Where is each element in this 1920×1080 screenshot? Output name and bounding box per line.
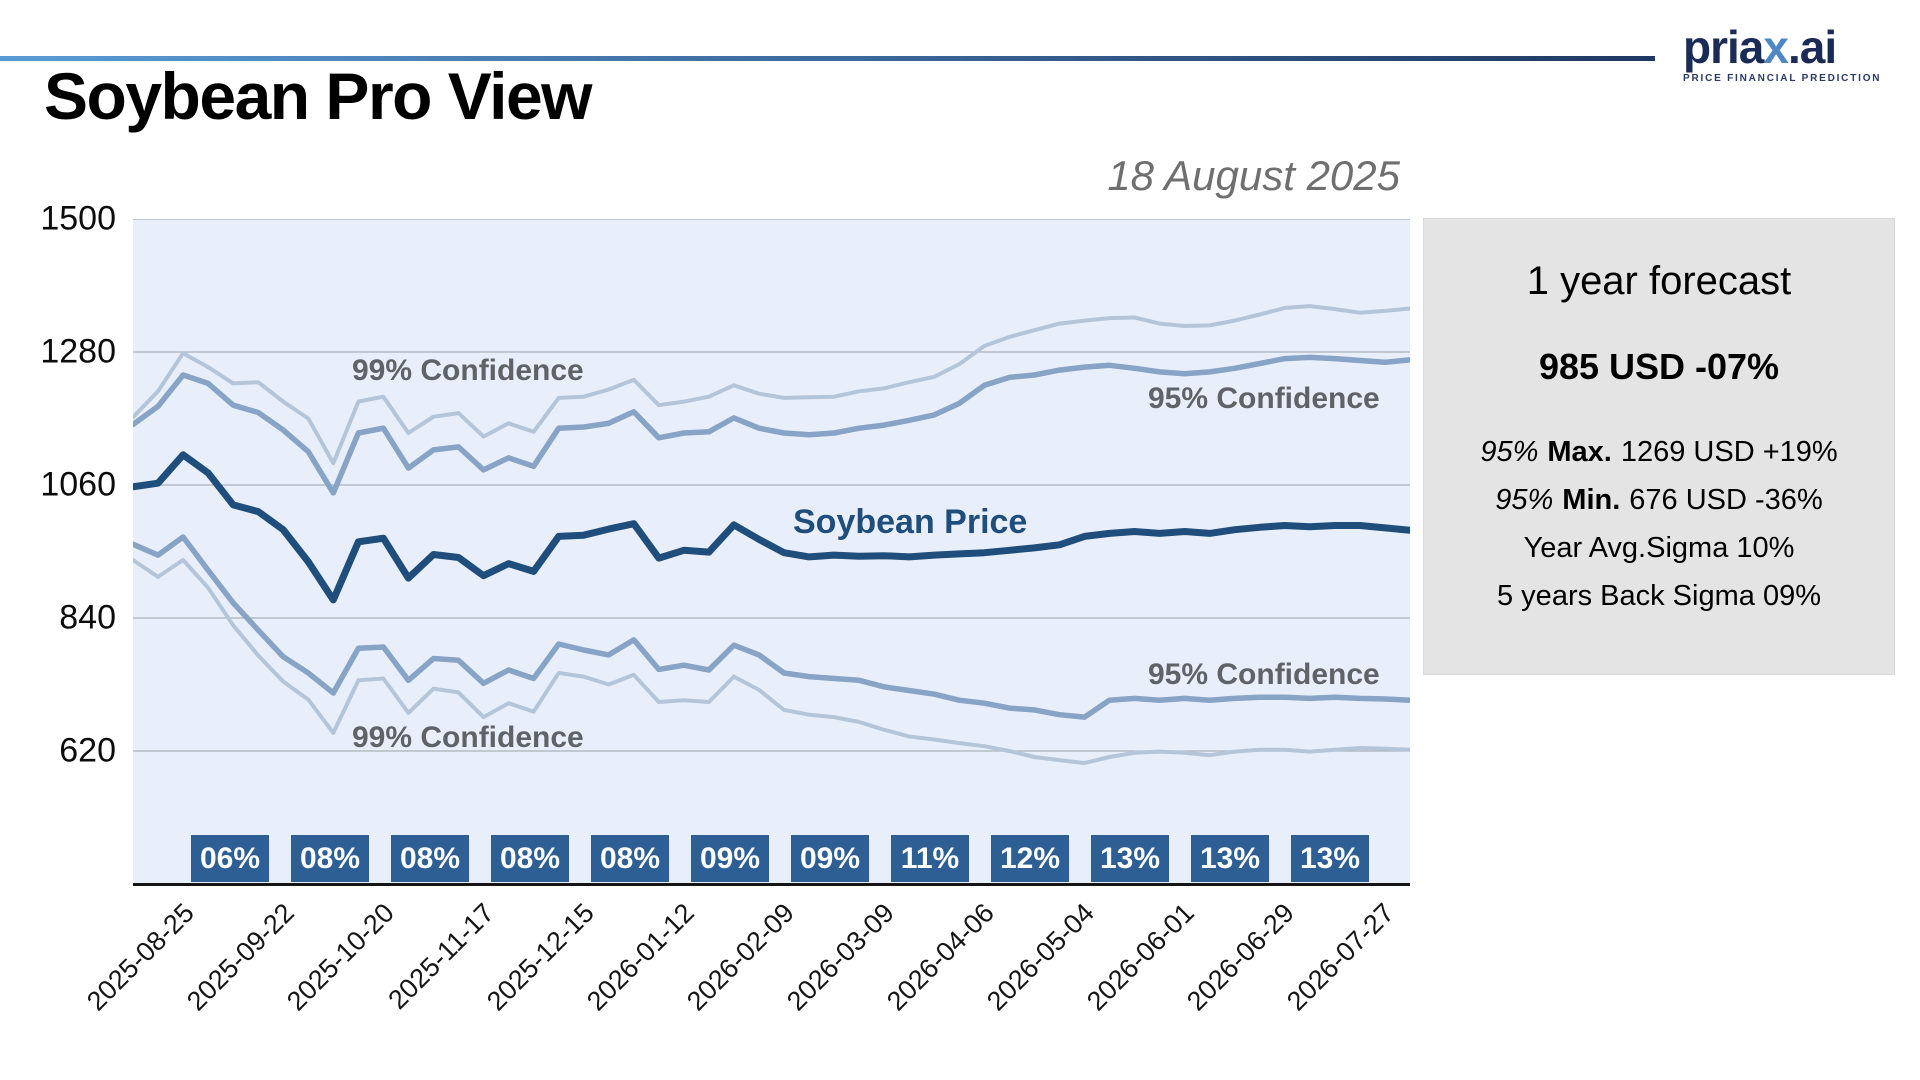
annotation-lower99-label: 99% Confidence bbox=[352, 721, 584, 754]
x-tick-label: 2026-07-27 bbox=[1280, 897, 1400, 1017]
sigma-badge: 11% bbox=[891, 835, 969, 882]
panel-row-back-sigma: 5 years Back Sigma 09% bbox=[1424, 572, 1894, 620]
series-line-upper95 bbox=[133, 354, 1410, 496]
brand-logo: priax.ai PRICE FINANCIAL PREDICTION bbox=[1683, 24, 1903, 84]
x-tick-label: 2025-10-20 bbox=[280, 897, 400, 1017]
brand-tagline: PRICE FINANCIAL PREDICTION bbox=[1683, 73, 1882, 84]
page-title: Soybean Pro View bbox=[44, 59, 593, 133]
sigma-badge: 09% bbox=[791, 835, 869, 882]
panel-rows: 95% Max. 1269 USD +19% 95% Min. 676 USD -36%… bbox=[1424, 428, 1894, 620]
row-value: 676 USD -36% bbox=[1629, 484, 1823, 516]
annotation-price-label: Soybean Price bbox=[793, 503, 1028, 541]
sigma-badge: 09% bbox=[691, 835, 769, 882]
brand-name-accent: x bbox=[1763, 21, 1789, 73]
x-tick-label: 2026-06-01 bbox=[1080, 897, 1200, 1017]
annotation-upper95-label: 95% Confidence bbox=[1148, 382, 1380, 415]
y-tick-label: 1500 bbox=[40, 199, 116, 238]
panel-row-year-sigma: Year Avg.Sigma 10% bbox=[1424, 524, 1894, 572]
x-tick-label: 2025-09-22 bbox=[180, 897, 300, 1017]
y-tick-label: 1060 bbox=[40, 465, 116, 504]
series-line-lower99 bbox=[133, 558, 1410, 766]
panel-row-min: 95% Min. 676 USD -36% bbox=[1424, 476, 1894, 524]
row-label: Min. bbox=[1562, 484, 1621, 516]
series-line-price bbox=[133, 451, 1410, 604]
row-value: Year Avg.Sigma 10% bbox=[1523, 532, 1795, 564]
chart-plot-area: 06% 08% 08% 08% 08% 09% 09% 11% 12% 13% 13% 13% bbox=[133, 219, 1410, 886]
sigma-badge: 13% bbox=[1191, 835, 1269, 882]
brand-name-prefix: pria bbox=[1683, 21, 1764, 73]
y-tick-label: 840 bbox=[59, 598, 116, 637]
brand-name: priax.ai bbox=[1683, 24, 1903, 70]
sigma-badge: 08% bbox=[491, 835, 569, 882]
sigma-badge: 13% bbox=[1091, 835, 1169, 882]
forecast-panel: 1 year forecast 985 USD -07% 95% Max. 1269… bbox=[1423, 218, 1895, 675]
x-tick-label: 2026-05-04 bbox=[980, 897, 1100, 1017]
x-tick-label: 2026-03-09 bbox=[780, 897, 900, 1017]
x-tick-label: 2026-02-09 bbox=[680, 897, 800, 1017]
chart-canvas bbox=[133, 219, 1410, 766]
sigma-badge: 13% bbox=[1291, 835, 1369, 882]
sigma-badge: 12% bbox=[991, 835, 1069, 882]
y-tick-label: 620 bbox=[59, 731, 116, 770]
y-tick-label: 1280 bbox=[40, 332, 116, 371]
confidence-level: 95% bbox=[1480, 436, 1539, 468]
x-tick-label: 2026-01-12 bbox=[580, 897, 700, 1017]
x-tick-label: 2025-11-17 bbox=[382, 897, 500, 1016]
series-line-upper99 bbox=[133, 304, 1410, 466]
panel-row-max: 95% Max. 1269 USD +19% bbox=[1424, 428, 1894, 476]
x-tick-label: 2026-04-06 bbox=[880, 897, 1000, 1017]
header-rule bbox=[0, 56, 1655, 61]
confidence-level: 95% bbox=[1495, 484, 1554, 516]
sigma-badge: 08% bbox=[291, 835, 369, 882]
x-tick-label: 2025-12-15 bbox=[480, 897, 600, 1017]
panel-forecast-value: 985 USD -07% bbox=[1538, 346, 1780, 387]
x-tick-label: 2026-06-29 bbox=[1180, 897, 1300, 1017]
row-value: 1269 USD +19% bbox=[1620, 436, 1838, 468]
annotation-upper99-label: 99% Confidence bbox=[352, 354, 584, 387]
sigma-badge: 08% bbox=[391, 835, 469, 882]
panel-title: 1 year forecast bbox=[1526, 259, 1792, 303]
sigma-badge: 06% bbox=[191, 835, 269, 882]
row-label: Max. bbox=[1547, 436, 1612, 468]
row-value: 5 years Back Sigma 09% bbox=[1497, 580, 1821, 612]
x-tick-label: 2025-08-25 bbox=[80, 897, 200, 1017]
brand-name-suffix: .ai bbox=[1787, 21, 1837, 73]
report-date: 18 August 2025 bbox=[1107, 152, 1400, 199]
sigma-badge: 08% bbox=[591, 835, 669, 882]
annotation-lower95-label: 95% Confidence bbox=[1148, 658, 1380, 691]
series-line-lower95 bbox=[133, 534, 1410, 720]
